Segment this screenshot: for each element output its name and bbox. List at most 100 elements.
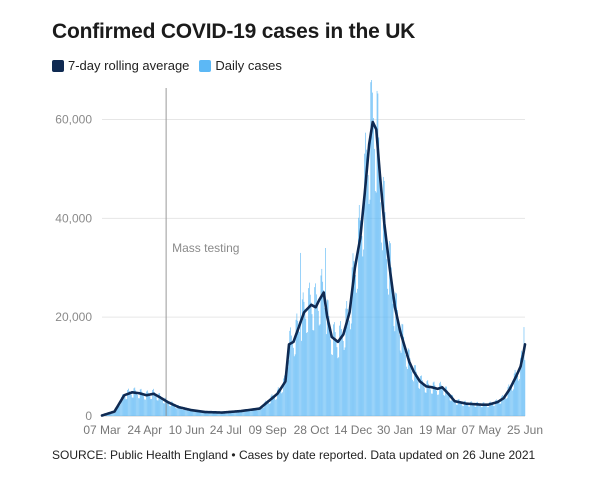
daily-case-bar [397, 310, 398, 416]
daily-case-bar [285, 371, 287, 416]
daily-case-bar [345, 308, 347, 416]
daily-case-bar [456, 404, 458, 416]
daily-case-bar [513, 373, 515, 416]
daily-case-bar [166, 400, 168, 416]
daily-case-bar [207, 412, 209, 416]
daily-case-bar [391, 284, 393, 416]
daily-case-bar [194, 411, 195, 416]
daily-case-bar [376, 90, 378, 416]
daily-case-bar [385, 234, 387, 416]
daily-case-bar [287, 367, 289, 416]
daily-case-bar [401, 323, 403, 416]
daily-case-bar [209, 411, 210, 416]
daily-case-bar [379, 169, 381, 416]
daily-case-bar [407, 368, 408, 416]
daily-case-bar [429, 386, 430, 416]
daily-case-bar [462, 405, 463, 416]
daily-case-bar [512, 389, 514, 416]
daily-case-bar [457, 399, 459, 416]
daily-case-bar [262, 407, 264, 416]
daily-case-bar [470, 401, 471, 416]
chart-plot: Mass testing 0 20,000 40,000 60,000 07 Mar 2… [55, 80, 543, 437]
daily-case-bar [221, 411, 223, 416]
daily-case-bar [414, 365, 415, 416]
daily-case-bar [217, 412, 218, 416]
daily-case-bar [328, 315, 330, 416]
daily-case-bar [255, 409, 257, 416]
daily-case-bar [523, 327, 525, 416]
daily-case-bar [236, 411, 238, 416]
daily-case-bar [481, 407, 483, 416]
daily-case-bar [236, 411, 237, 416]
daily-case-bar [283, 378, 284, 416]
daily-case-bar [488, 407, 489, 416]
daily-case-bar [318, 325, 320, 416]
daily-case-bar [260, 406, 262, 416]
daily-case-bar [147, 392, 149, 416]
daily-case-bar [153, 388, 154, 416]
daily-case-bar [353, 261, 355, 416]
daily-case-bar [116, 406, 118, 416]
daily-case-bar [254, 409, 256, 416]
daily-case-bar [344, 347, 346, 416]
daily-case-bar [229, 411, 231, 416]
daily-case-bar [359, 220, 361, 416]
daily-case-bar [434, 385, 436, 416]
daily-case-bar [480, 407, 482, 416]
daily-case-bar [499, 403, 501, 416]
source-note: SOURCE: Public Health England • Cases by… [52, 448, 536, 462]
daily-case-bar [184, 406, 185, 416]
daily-case-bar [145, 399, 146, 416]
daily-case-bar [507, 387, 509, 416]
daily-case-bar [299, 331, 300, 416]
daily-case-bar [512, 390, 513, 416]
daily-case-bar [362, 256, 364, 416]
daily-case-bar [428, 383, 429, 416]
daily-case-bar [314, 287, 316, 416]
daily-case-bar [425, 392, 427, 416]
x-tick-label: 07 Mar [83, 423, 120, 437]
daily-case-bar [224, 412, 226, 416]
daily-case-bar [146, 390, 148, 416]
daily-case-bar [333, 324, 334, 416]
daily-case-bar [131, 397, 133, 416]
daily-case-bar [208, 411, 210, 416]
daily-case-bar [144, 399, 145, 416]
x-tick-label: 10 Jun [169, 423, 205, 437]
daily-case-bar [343, 349, 345, 416]
daily-case-bar [358, 205, 360, 416]
daily-case-bar [393, 326, 395, 416]
daily-case-bar [354, 264, 356, 416]
daily-case-bar [178, 405, 179, 416]
daily-case-bar [110, 412, 112, 416]
daily-case-bar [182, 409, 184, 416]
daily-case-bar [339, 325, 340, 416]
daily-case-bar [390, 243, 391, 416]
daily-case-bar [360, 225, 362, 416]
daily-case-bar [249, 410, 250, 416]
daily-case-bar [161, 398, 162, 416]
daily-case-bar [227, 411, 228, 416]
daily-case-bar [496, 399, 497, 416]
daily-case-bar [482, 402, 484, 416]
daily-case-bar [394, 331, 396, 416]
x-tick-label: 24 Apr [127, 423, 162, 437]
daily-case-bar [285, 377, 286, 416]
daily-case-bar [127, 389, 128, 416]
daily-case-bar [129, 391, 130, 416]
daily-case-bar [315, 283, 316, 416]
daily-case-bar [188, 411, 190, 416]
daily-case-bar [259, 406, 260, 416]
daily-case-bar [459, 400, 461, 416]
daily-case-bar [374, 148, 375, 416]
daily-case-bar [412, 379, 413, 416]
daily-case-bar [261, 407, 263, 416]
daily-case-bar [415, 365, 416, 416]
daily-case-bar [271, 394, 273, 416]
daily-case-bar [405, 355, 406, 416]
daily-case-bar [386, 259, 388, 416]
daily-case-bar [480, 405, 481, 416]
daily-case-bar [135, 390, 137, 416]
daily-case-bar [203, 411, 205, 416]
daily-case-bar [322, 281, 324, 416]
